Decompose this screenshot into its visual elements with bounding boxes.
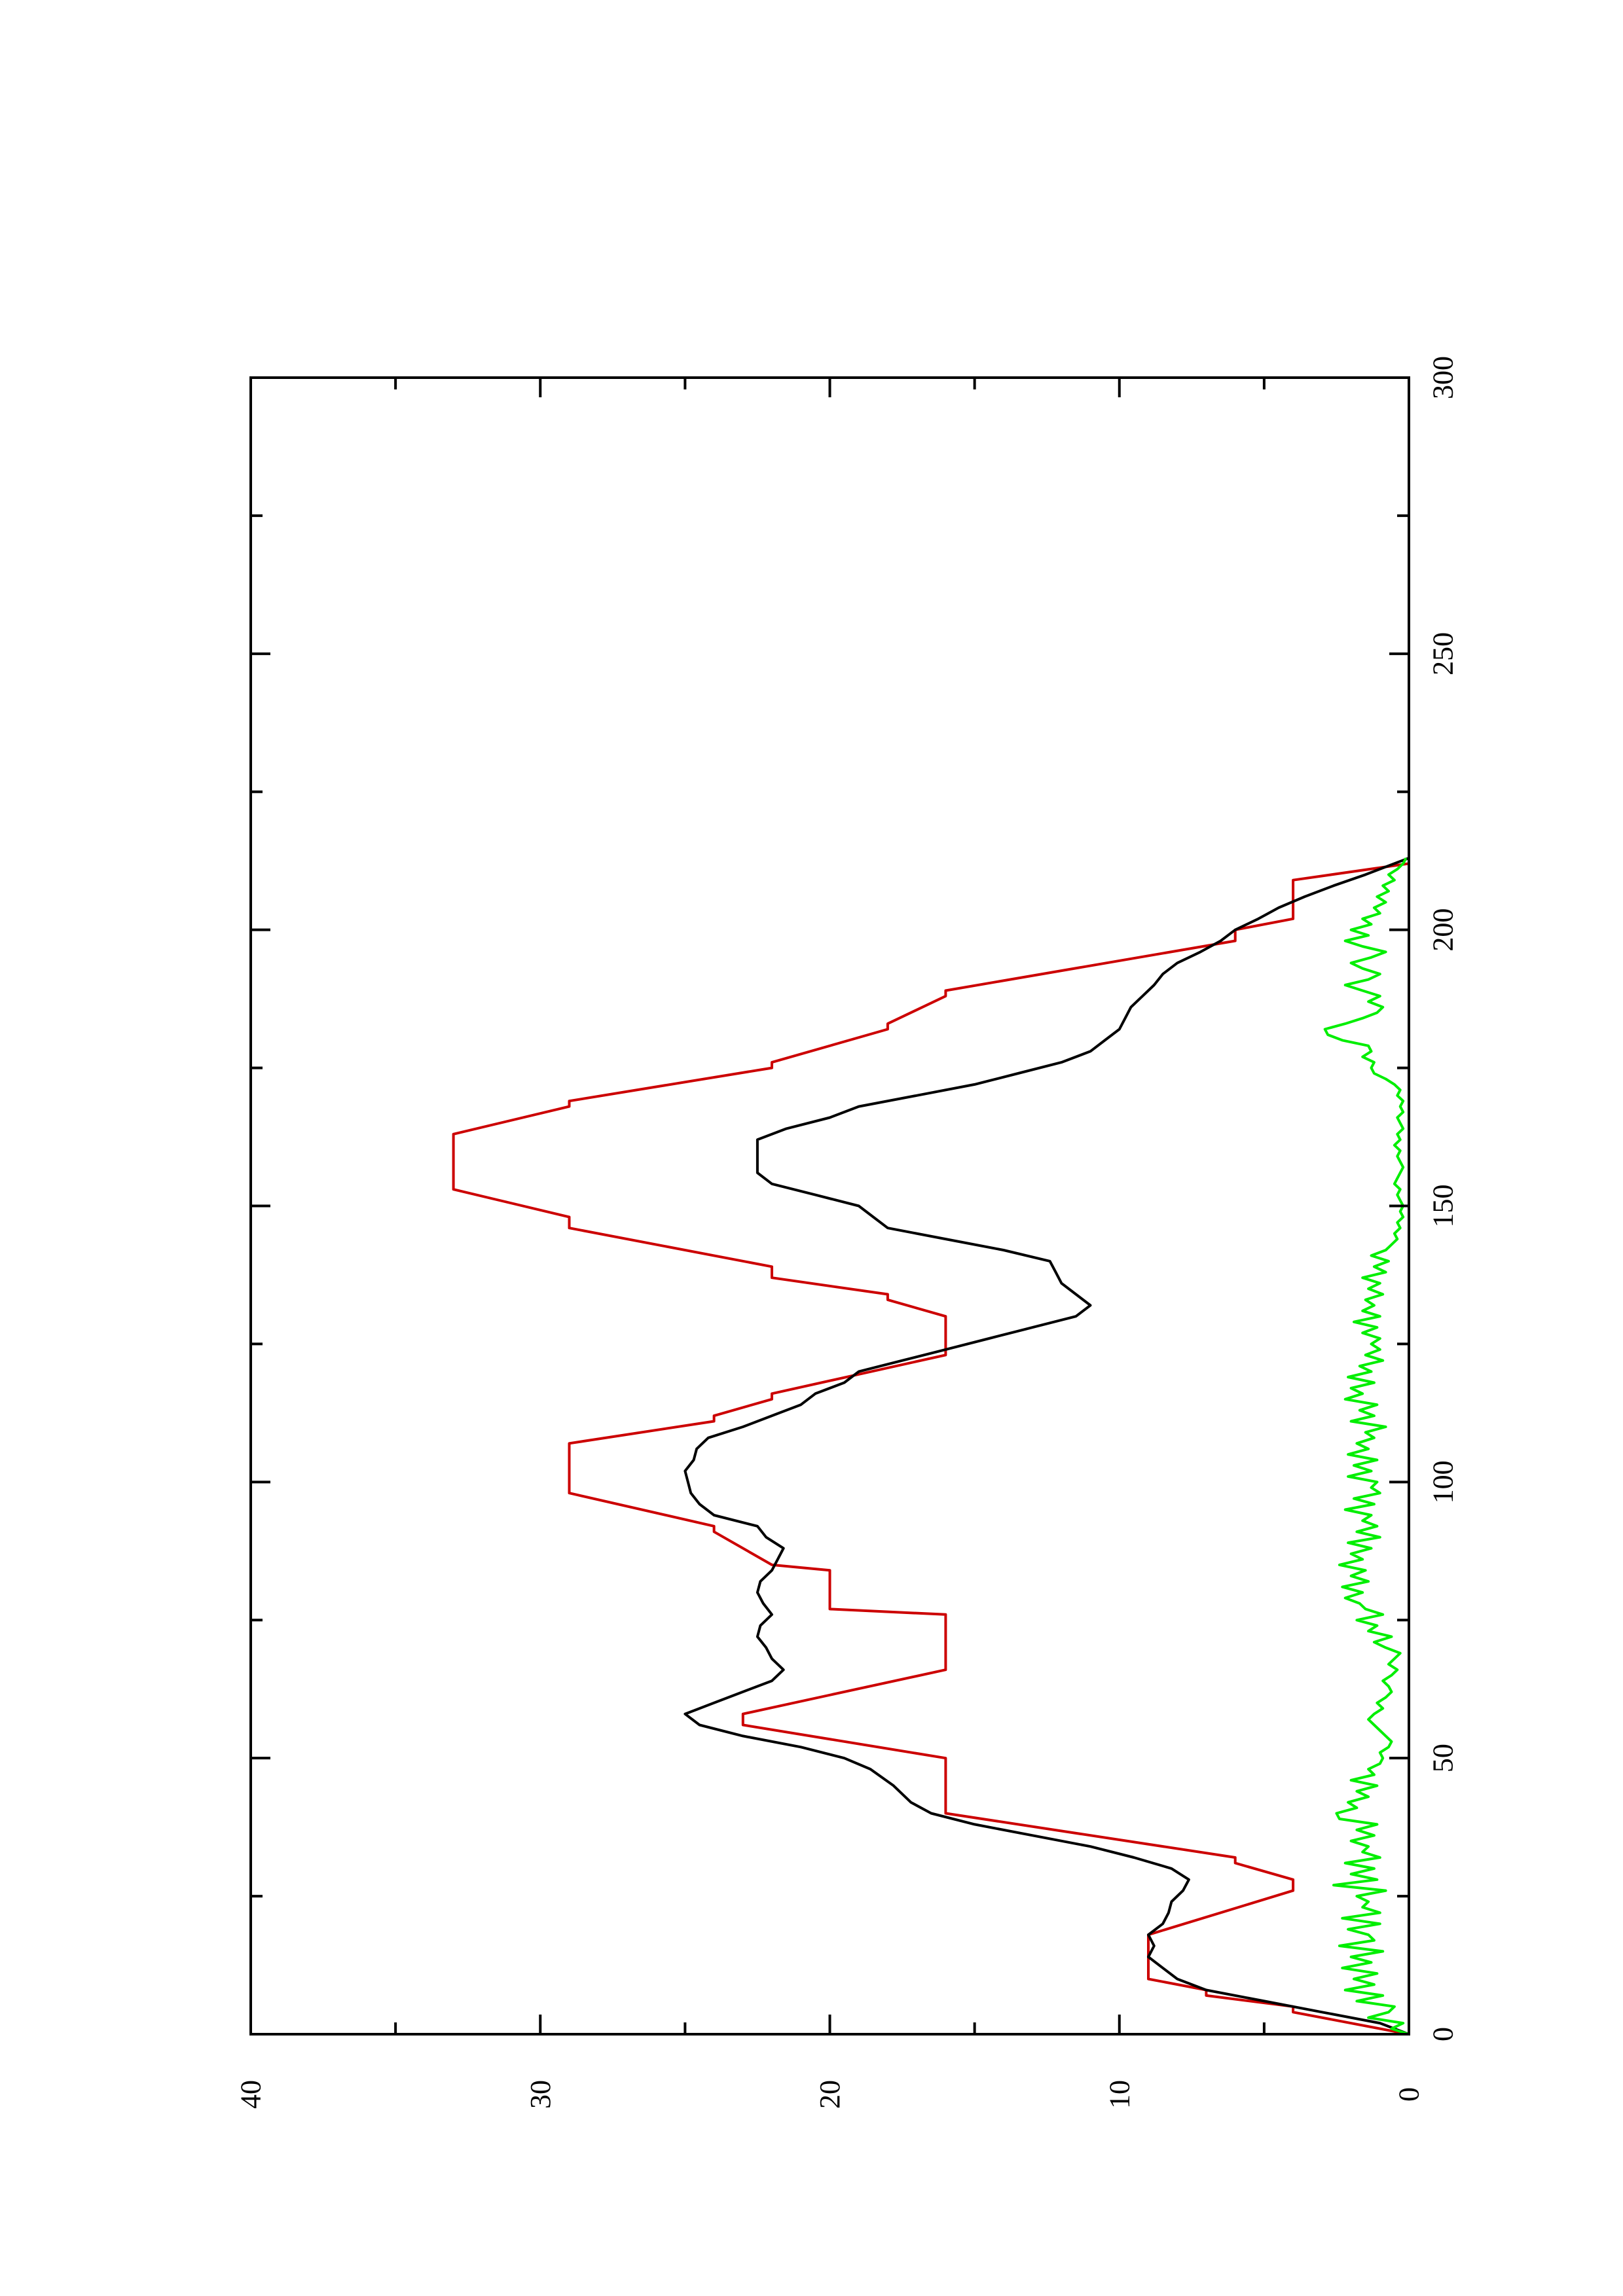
x-tick-label: 200 [1427, 908, 1459, 952]
x-tick-label: 300 [1427, 356, 1459, 399]
series-line-2 [1323, 857, 1410, 2036]
x-tick-label: 50 [1427, 1744, 1459, 1772]
tick-layer: 0 50 100 150 200 250 300 0 10 20 30 40 [235, 356, 1459, 2109]
y-tick-label: 10 [1103, 2080, 1135, 2109]
series-line-0 [452, 862, 1410, 2036]
y-tick-label: 20 [814, 2080, 846, 2109]
y-tick-label: 0 [1393, 2087, 1425, 2102]
series-line-1 [684, 857, 1410, 2036]
x-tick-label: 250 [1427, 632, 1459, 675]
x-tick-label: 150 [1427, 1185, 1459, 1228]
y-tick-label: 40 [235, 2080, 267, 2109]
plot-frame [249, 376, 1410, 2036]
x-tick-label: 0 [1427, 2027, 1459, 2041]
x-tick-label: 100 [1427, 1460, 1459, 1503]
y-tick-label: 30 [524, 2080, 556, 2109]
series-layer [452, 857, 1410, 2036]
